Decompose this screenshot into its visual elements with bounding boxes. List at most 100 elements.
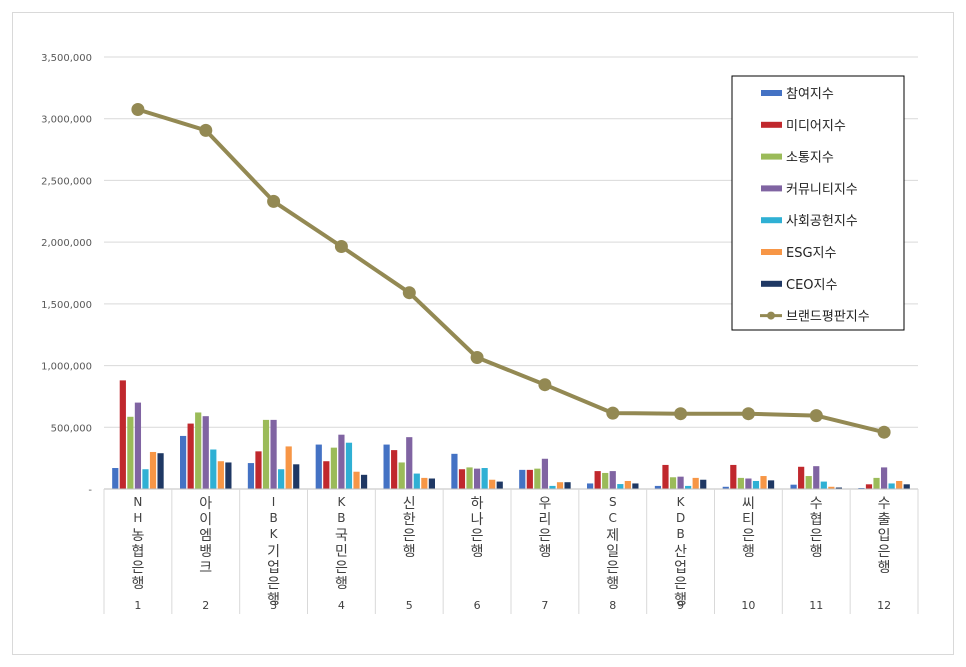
bar: [285, 446, 292, 489]
bar: [662, 464, 669, 489]
bar: [632, 483, 639, 489]
line-point: [402, 286, 416, 300]
bar: [760, 476, 767, 489]
bar: [413, 473, 420, 489]
brand-index-line: [131, 103, 891, 439]
bar: [888, 483, 895, 489]
bar: [602, 472, 609, 489]
bar: [692, 477, 699, 489]
bar: [496, 481, 503, 489]
bar: [828, 486, 835, 489]
bar: [813, 466, 820, 489]
legend-label: 미디어지수: [786, 119, 846, 134]
y-tick-label: 1,500,000: [41, 300, 92, 311]
bar: [549, 485, 556, 489]
line-point: [334, 240, 348, 253]
bar: [315, 444, 322, 489]
y-tick-label: 2,500,000: [41, 176, 92, 187]
legend-swatch: [761, 90, 782, 96]
line-point: [674, 407, 688, 421]
bar: [406, 437, 413, 489]
bar: [685, 485, 692, 489]
legend-label: ESG지수: [786, 246, 836, 261]
bar: [458, 469, 466, 489]
legend-box: [731, 75, 905, 331]
bar: [617, 484, 624, 489]
line-point: [741, 407, 755, 421]
bar: [767, 480, 775, 489]
x-index-label: 11: [809, 599, 823, 612]
bar: [677, 476, 684, 489]
bar: [790, 484, 797, 489]
bar: [835, 487, 842, 489]
x-index-label: 8: [609, 599, 616, 612]
bar: [112, 468, 119, 489]
bar: [278, 469, 285, 489]
bar: [127, 416, 134, 489]
legend-label: 소통지수: [786, 151, 834, 166]
legend-swatch: [761, 121, 782, 128]
x-axis: N H 농 협 은 행 1 아 이 엠 뱅 크 2 I B K 기 업 은 행3 K B 국 민 은 행 4 신 한 은 행 5 하 나 은 행 6 우 리…: [103, 488, 919, 614]
y-axis: - 500,000 1,000,000 1,500,000 2,000,000 2,500…: [41, 53, 92, 496]
bar: [594, 471, 601, 489]
bar: [142, 469, 149, 489]
bar: [157, 453, 164, 489]
bar: [526, 469, 533, 489]
bar: [353, 471, 360, 489]
x-index-label: 10: [741, 599, 755, 612]
bar: [345, 442, 353, 489]
bar: [587, 483, 594, 489]
bar: [451, 453, 458, 489]
bar: [398, 462, 405, 489]
legend-label: 참여지수: [786, 87, 834, 102]
bar: [247, 463, 255, 489]
bar: [737, 477, 744, 489]
bar: [730, 464, 737, 489]
bar: [421, 477, 428, 489]
bar: [798, 466, 805, 489]
bar: [534, 468, 541, 489]
bar: [745, 478, 752, 489]
line-point: [538, 378, 552, 392]
bar: [873, 477, 880, 489]
bar: [255, 451, 262, 489]
legend-marker: [767, 311, 775, 320]
bar: [293, 464, 300, 489]
line-point: [199, 123, 213, 137]
legend-swatch: [761, 249, 782, 255]
line-point: [267, 194, 281, 208]
bar: [609, 471, 616, 489]
bar: [262, 419, 270, 489]
bar: [865, 484, 873, 489]
bar: [489, 479, 496, 489]
legend-swatch: [761, 153, 782, 160]
bar: [722, 486, 729, 489]
bar: [338, 434, 345, 489]
x-index-label: 3: [270, 599, 277, 612]
bar: [903, 484, 910, 489]
y-tick-label: 3,500,000: [41, 53, 92, 64]
bar: [624, 480, 631, 489]
bar: [428, 478, 435, 489]
line-point: [470, 351, 484, 364]
legend-label: 브랜드평판지수: [786, 310, 870, 325]
bar: [391, 450, 398, 489]
y-tick-label: -: [88, 485, 92, 496]
x-index-label: 4: [338, 599, 345, 612]
bar: [880, 467, 888, 489]
legend-label: 사회공헌지수: [786, 214, 858, 229]
bar: [805, 476, 812, 489]
x-index-label: 1: [134, 599, 141, 612]
bar: [466, 467, 473, 489]
bar: [519, 469, 526, 489]
bar: [541, 458, 549, 489]
bar: [119, 380, 126, 489]
legend-swatch: [761, 280, 782, 287]
